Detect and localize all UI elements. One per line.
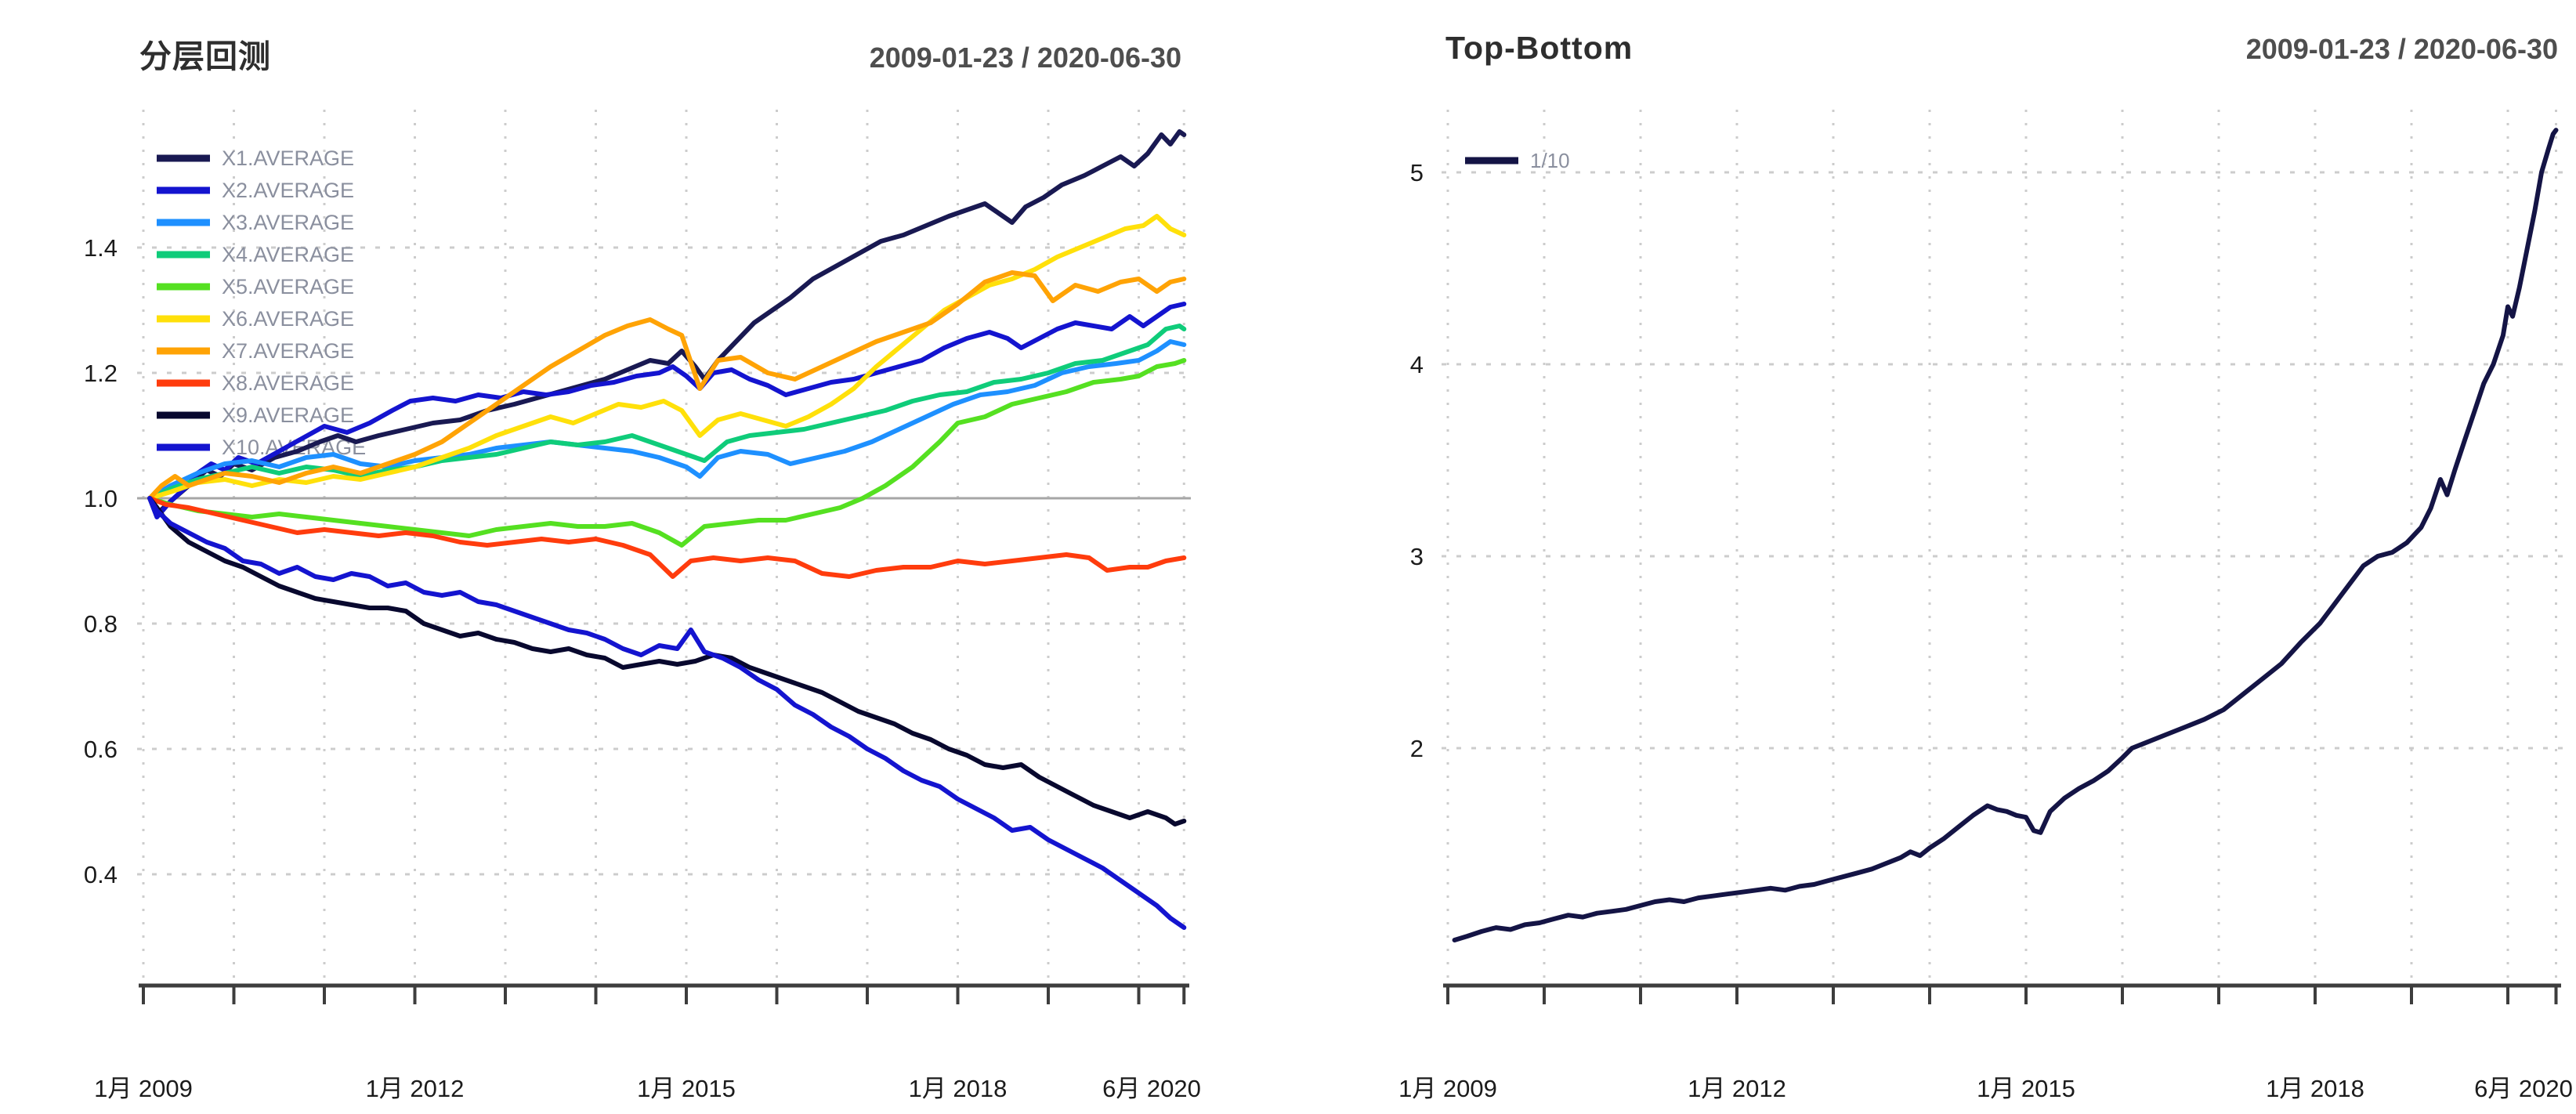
layered-backtest-plot: X1.AVERAGE X2.AVERAGE X3.AVERAGE X4.AVERAGE… xyxy=(84,110,1201,1102)
y-tick-label: 0.6 xyxy=(84,736,118,763)
x-tick-label: 6月 2020 xyxy=(2474,1075,2573,1102)
y-tick-label: 1.0 xyxy=(84,485,118,512)
legend-label-X4.AVERAGE: X4.AVERAGE xyxy=(222,243,354,266)
series-X8.AVERAGE xyxy=(147,496,1187,579)
series-X10.AVERAGE xyxy=(147,496,1187,930)
x-tick-label: 1月 2012 xyxy=(1688,1075,1786,1102)
series-1/10 xyxy=(1452,128,2559,942)
y-tick-label: 1.2 xyxy=(84,360,118,387)
legend-label-X6.AVERAGE: X6.AVERAGE xyxy=(222,307,354,331)
legend-label-X9.AVERAGE: X9.AVERAGE xyxy=(222,403,354,427)
chart-layered-backtest: 分层回测 2009-01-23 / 2020-06-30 X1.AVERAGE X… xyxy=(84,30,1201,1102)
series-X7.AVERAGE xyxy=(147,270,1187,501)
x-tick-label: 1月 2012 xyxy=(366,1075,465,1102)
series-X6.AVERAGE xyxy=(147,214,1187,501)
legend-label-X7.AVERAGE: X7.AVERAGE xyxy=(222,339,354,363)
y-tick-label: 2 xyxy=(1410,735,1424,762)
chart-header: Top-Bottom 2009-01-23 / 2020-06-30 xyxy=(1445,30,2558,67)
x-tick-label: 1月 2015 xyxy=(637,1075,736,1102)
x-tick-label: 1月 2015 xyxy=(1977,1075,2075,1102)
chart-title: Top-Bottom xyxy=(1445,30,1634,66)
chart-title: 分层回测 xyxy=(139,38,271,74)
chart-date-range: 2009-01-23 / 2020-06-30 xyxy=(2245,33,2558,65)
legend-label-X2.AVERAGE: X2.AVERAGE xyxy=(222,179,354,202)
legend-label-X3.AVERAGE: X3.AVERAGE xyxy=(222,211,354,234)
y-tick-label: 1.4 xyxy=(84,234,118,262)
y-tick-label: 0.4 xyxy=(84,861,118,888)
chart-top-bottom: Top-Bottom 2009-01-23 / 2020-06-30 1/10 1… xyxy=(1289,0,2576,1114)
top-bottom-plot: 1/10 1月 2009 1月 2012 1月 2015 1月 2018 6月 2020 5… xyxy=(1398,110,2573,1102)
x-tick-label: 1月 2009 xyxy=(94,1075,193,1102)
x-tick-label: 1月 2009 xyxy=(1398,1075,1497,1102)
legend-label-X8.AVERAGE: X8.AVERAGE xyxy=(222,371,354,395)
legend-label-X5.AVERAGE: X5.AVERAGE xyxy=(222,275,354,298)
x-tick-label: 6月 2020 xyxy=(1102,1075,1201,1102)
x-tick-label: 1月 2018 xyxy=(2266,1075,2364,1102)
chart-date-range: 2009-01-23 / 2020-06-30 xyxy=(869,42,1181,74)
x-tick-label: 1月 2018 xyxy=(909,1075,1008,1102)
y-tick-label: 3 xyxy=(1410,543,1424,570)
series-X3.AVERAGE xyxy=(147,339,1187,501)
series-X9.AVERAGE xyxy=(147,496,1187,826)
series-X2.AVERAGE xyxy=(147,302,1187,519)
legend-label-X1.AVERAGE: X1.AVERAGE xyxy=(222,146,354,170)
legend-label-1/10: 1/10 xyxy=(1530,149,1570,172)
y-tick-label: 5 xyxy=(1410,159,1424,186)
chart-header: 分层回测 2009-01-23 / 2020-06-30 xyxy=(139,30,1181,77)
y-tick-label: 0.8 xyxy=(84,610,118,638)
series-X5.AVERAGE xyxy=(147,358,1187,548)
y-tick-label: 4 xyxy=(1410,351,1424,378)
